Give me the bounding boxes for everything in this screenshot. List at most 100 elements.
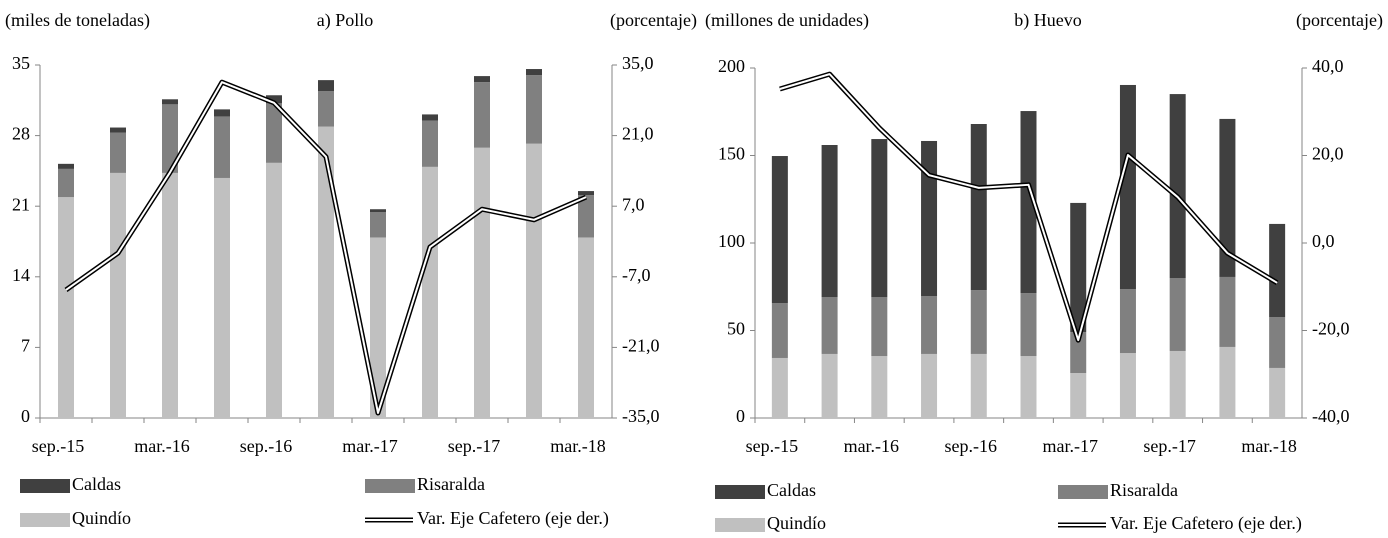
bar-segment — [921, 353, 938, 418]
bar-segment — [110, 127, 126, 133]
x-tick-label: sep.-15 — [32, 436, 85, 456]
bar-segment — [1020, 293, 1037, 357]
y-tick-label: 7 — [21, 336, 30, 356]
x-tick-label: mar.-16 — [844, 436, 900, 456]
bar-segment — [422, 120, 438, 167]
bar-segment — [422, 114, 438, 121]
y2-tick-label: 21,0 — [622, 124, 654, 144]
y2-tick-label: 35,0 — [622, 53, 654, 73]
y2-tick-label: -20,0 — [1312, 319, 1350, 339]
bar-segment — [970, 353, 987, 418]
legend-label: Var. Eje Cafetero (eje der.) — [417, 508, 609, 529]
chart-title: b) Huevo — [1014, 10, 1081, 31]
bar-segment — [370, 237, 386, 418]
bar-segment — [771, 156, 788, 304]
bar-segment — [1269, 317, 1286, 368]
bar-segment — [821, 145, 838, 298]
y-tick-label: 35 — [12, 53, 30, 73]
bar-segment — [578, 237, 594, 418]
y-tick-label: 14 — [12, 265, 30, 285]
bar-segment — [110, 172, 126, 418]
y2-tick-label: 7,0 — [622, 194, 645, 214]
bar-segment — [474, 82, 490, 148]
y2-tick-label: -35,0 — [622, 406, 660, 426]
y2-tick-label: -7,0 — [622, 265, 651, 285]
x-tick-label: mar.-18 — [1241, 436, 1297, 456]
bar-segment — [422, 166, 438, 418]
bar-segment — [871, 297, 888, 357]
y-axis-title: (millones de unidades) — [705, 10, 869, 31]
bar-segment — [318, 91, 334, 127]
y-tick-label: 0 — [736, 406, 745, 426]
x-tick-label: sep.-16 — [240, 436, 293, 456]
bar-segment — [266, 103, 282, 163]
x-tick-label: sep.-17 — [1143, 436, 1196, 456]
legend-swatch — [715, 485, 765, 499]
bar-segment — [162, 172, 178, 418]
bar-segment — [1020, 356, 1037, 418]
bar-segment — [1070, 373, 1087, 418]
y-tick-label: 50 — [727, 319, 745, 339]
bar-segment — [526, 75, 542, 144]
bar-segment — [318, 80, 334, 92]
bar-segment — [1119, 289, 1136, 354]
y2-axis-title: (porcentaje) — [1296, 10, 1383, 31]
bar-segment — [1169, 350, 1186, 418]
bar-segment — [1269, 223, 1286, 318]
legend-swatch — [715, 518, 765, 532]
y-tick-label: 28 — [12, 124, 30, 144]
bar-segment — [214, 177, 230, 418]
bar-segment — [1119, 84, 1136, 290]
x-tick-label: sep.-16 — [945, 436, 998, 456]
x-tick-label: mar.-17 — [1042, 436, 1098, 456]
x-tick-label: sep.-17 — [448, 436, 501, 456]
bar-segment — [110, 132, 126, 173]
x-tick-label: mar.-17 — [342, 436, 398, 456]
bar-segment — [771, 357, 788, 418]
y-tick-label: 200 — [718, 56, 745, 76]
bar-segment — [1219, 118, 1236, 277]
bar-segment — [1020, 111, 1037, 294]
bar-segment — [821, 353, 838, 418]
line-series-inner — [779, 73, 1278, 342]
y-tick-label: 21 — [12, 194, 30, 214]
y2-tick-label: 0,0 — [1312, 231, 1335, 251]
legend-swatch — [20, 479, 70, 493]
legend-label: Caldas — [72, 474, 121, 494]
bar-segment — [58, 197, 74, 418]
legend-swatch — [20, 513, 70, 527]
bar-segment — [1219, 346, 1236, 418]
bar-segment — [1219, 276, 1236, 347]
legend-swatch — [365, 479, 415, 493]
legend-label: Caldas — [767, 480, 816, 500]
bar-segment — [1169, 278, 1186, 351]
bar-segment — [921, 296, 938, 354]
bar-segment — [871, 139, 888, 298]
bar-segment — [58, 168, 74, 198]
bar-segment — [1119, 353, 1136, 418]
y2-tick-label: 20,0 — [1312, 144, 1344, 164]
legend-label: Risaralda — [417, 474, 485, 494]
y2-tick-label: -21,0 — [622, 336, 660, 356]
bar-segment — [58, 163, 74, 169]
y-tick-label: 150 — [718, 144, 745, 164]
bar-segment — [578, 195, 594, 238]
bar-segment — [1169, 94, 1186, 278]
legend-label: Quindío — [767, 513, 826, 533]
bar-segment — [266, 162, 282, 418]
y2-tick-label: -40,0 — [1312, 406, 1350, 426]
bar-segment — [526, 69, 542, 76]
bar-segment — [266, 95, 282, 104]
bar-segment — [771, 303, 788, 358]
chart-title: a) Pollo — [317, 10, 374, 31]
legend-label: Risaralda — [1110, 480, 1178, 500]
bar-segment — [526, 143, 542, 418]
y2-axis-title: (porcentaje) — [610, 10, 697, 31]
legend-label: Quindío — [72, 508, 131, 528]
y-axis-title: (miles de toneladas) — [5, 10, 150, 31]
line-series-inner — [65, 81, 587, 414]
y2-tick-label: 40,0 — [1312, 56, 1344, 76]
bar-segment — [162, 104, 178, 173]
bar-segment — [214, 116, 230, 178]
